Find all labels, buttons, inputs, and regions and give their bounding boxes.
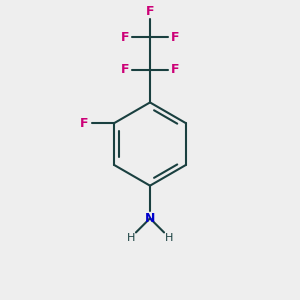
Text: F: F [80,117,88,130]
Text: N: N [145,212,155,225]
Text: F: F [146,5,154,18]
Text: F: F [121,31,129,44]
Text: F: F [171,63,179,76]
Text: H: H [127,233,135,243]
Text: H: H [165,233,173,243]
Text: F: F [121,63,129,76]
Text: F: F [171,31,179,44]
